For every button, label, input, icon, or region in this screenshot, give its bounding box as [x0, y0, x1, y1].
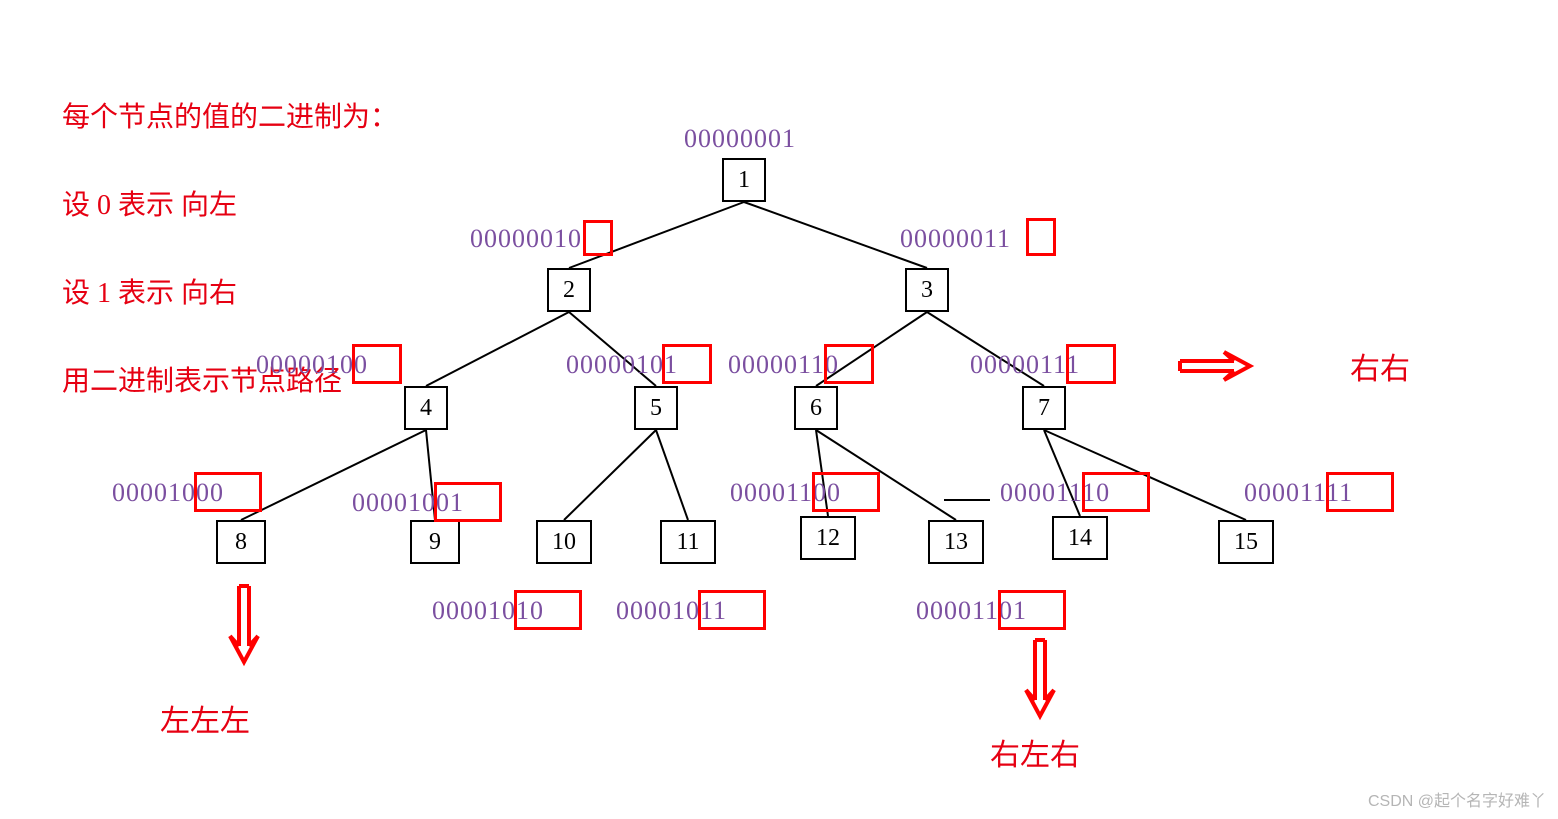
highlight-box-b11: [698, 590, 766, 630]
tree-node-14: 14: [1052, 516, 1108, 560]
caption-line-2: 设 1 表示 向右: [62, 278, 237, 309]
caption-line-1: 设 0 表示 向左: [62, 190, 237, 221]
tree-node-15: 15: [1218, 520, 1274, 564]
highlight-box-b3: [1026, 218, 1056, 256]
binary-label-b2: 00000010: [470, 224, 582, 254]
highlight-box-b4: [352, 344, 402, 384]
highlight-box-b5: [662, 344, 712, 384]
highlight-box-b13: [998, 590, 1066, 630]
binary-label-b7: 00000111: [970, 350, 1080, 380]
highlight-box-b2: [583, 220, 613, 256]
binary-label-b1: 00000001: [684, 124, 796, 154]
annotation-left-left-left: 左左左: [160, 696, 250, 740]
tree-node-2: 2: [547, 268, 591, 312]
tree-node-8: 8: [216, 520, 266, 564]
tree-node-11: 11: [660, 520, 716, 564]
tree-node-10: 10: [536, 520, 592, 564]
highlight-box-b10: [514, 590, 582, 630]
annotation-right-right: 右右: [1350, 344, 1410, 388]
binary-label-b6: 00000110: [728, 350, 839, 380]
watermark: CSDN @起个名字好难丫: [1368, 787, 1546, 811]
tree-node-6: 6: [794, 386, 838, 430]
highlight-box-b7: [1066, 344, 1116, 384]
tree-node-4: 4: [404, 386, 448, 430]
tree-node-7: 7: [1022, 386, 1066, 430]
tree-node-9: 9: [410, 520, 460, 564]
tree-node-1: 1: [722, 158, 766, 202]
tree-node-12: 12: [800, 516, 856, 560]
highlight-box-b8: [194, 472, 262, 512]
highlight-box-b12: [812, 472, 880, 512]
tree-node-13: 13: [928, 520, 984, 564]
tree-node-5: 5: [634, 386, 678, 430]
highlight-box-b15: [1326, 472, 1394, 512]
tree-node-3: 3: [905, 268, 949, 312]
caption-line-0: 每个节点的值的二进制为：: [62, 102, 398, 133]
annotation-right-left-right: 右左右: [990, 730, 1080, 774]
highlight-box-b6: [824, 344, 874, 384]
highlight-box-b9: [434, 482, 502, 522]
binary-label-b3: 00000011: [900, 224, 1011, 254]
highlight-box-b14: [1082, 472, 1150, 512]
